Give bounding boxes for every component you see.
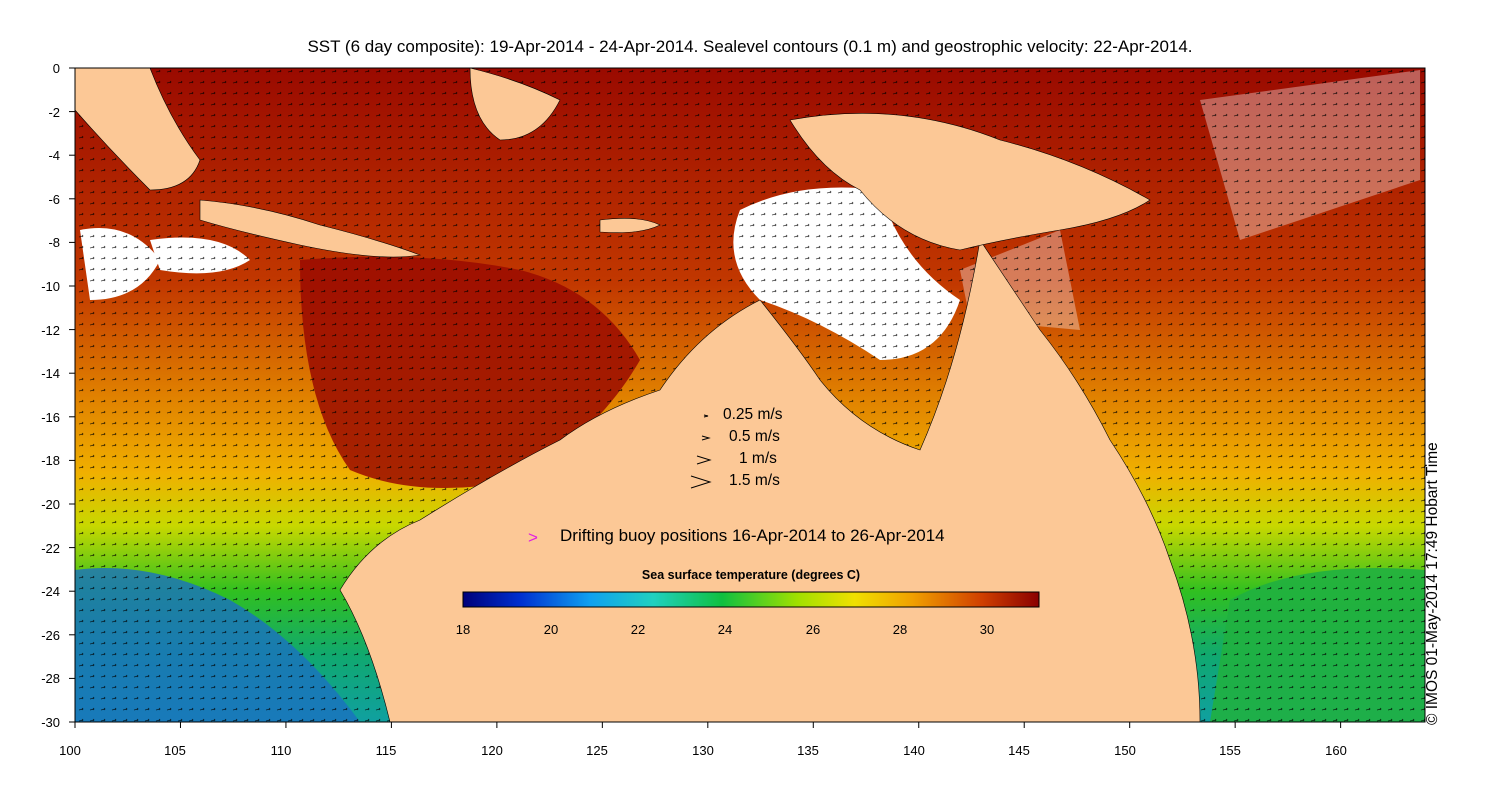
land-timor [599,218,661,233]
colorbar-tick-label: 24 [717,622,733,637]
legend-arrow-15 [690,475,712,489]
x-tick-label: 150 [1114,743,1136,758]
y-tick-label: -22 [41,541,60,556]
y-tick-label: -4 [48,148,60,163]
y-tick-label: -24 [41,584,60,599]
colorbar-tick-label: 26 [805,622,821,637]
legend-arrow-1 [696,455,712,465]
y-tick-label: 0 [52,61,60,76]
x-tick-label: 160 [1325,743,1347,758]
y-tick-label: -10 [41,279,60,294]
x-tick-label: 120 [481,743,503,758]
y-tick-label: -6 [48,192,60,207]
colorbar-tick-label: 22 [630,622,646,637]
colorbar-tick-label: 18 [455,622,471,637]
y-tick-label: -12 [41,323,60,338]
x-tick-label: 105 [164,743,186,758]
buoy-marker-icon: > [528,528,538,547]
plot-frame [74,67,1426,723]
y-tick-label: -2 [48,105,60,120]
velocity-legend-label: 1 m/s [739,450,777,467]
colorbar [462,591,1040,608]
y-tick-label: -28 [41,671,60,686]
y-tick-label: -26 [41,628,60,643]
velocity-legend-label: 0.25 m/s [723,406,783,423]
y-tick-label: -20 [41,497,60,512]
x-tick-label: 130 [692,743,714,758]
chart-title: SST (6 day composite): 19-Apr-2014 - 24-… [307,37,1193,56]
y-tick-label: -16 [41,410,60,425]
x-tick-label: 110 [270,743,292,758]
x-axis-ticks [74,722,1342,728]
velocity-legend-label: 0.5 m/s [729,428,780,445]
x-tick-label: 115 [375,743,397,758]
y-tick-label: -14 [41,366,60,381]
credit-text: © IMOS 01-May-2014 17:49 Hobart Time [1424,442,1441,725]
legend-arrow-025 [703,414,709,418]
y-tick-label: -30 [41,715,60,730]
land-java [199,199,422,258]
colorbar-tick-label: 28 [892,622,908,637]
y-tick-label: -8 [48,235,60,250]
y-axis-ticks [69,67,75,723]
legend-arrow-05 [701,435,711,441]
colorbar-title: Sea surface temperature (degrees C) [641,568,861,582]
land-sumatra [74,67,201,191]
x-tick-label: 125 [586,743,608,758]
x-tick-label: 140 [903,743,925,758]
colorbar-tick-label: 20 [543,622,559,637]
velocity-legend-arrows [690,414,712,489]
x-tick-label: 100 [59,743,81,758]
colorbar-tick-label: 30 [979,622,995,637]
velocity-legend-label: 1.5 m/s [729,472,780,489]
x-tick-label: 155 [1219,743,1241,758]
buoy-legend-label: Drifting buoy positions 16-Apr-2014 to 2… [560,526,945,545]
y-tick-label: -18 [41,453,60,468]
x-tick-label: 135 [797,743,819,758]
land-sulawesi [469,67,561,141]
x-tick-label: 145 [1008,743,1030,758]
land-new-guinea [789,113,1151,251]
